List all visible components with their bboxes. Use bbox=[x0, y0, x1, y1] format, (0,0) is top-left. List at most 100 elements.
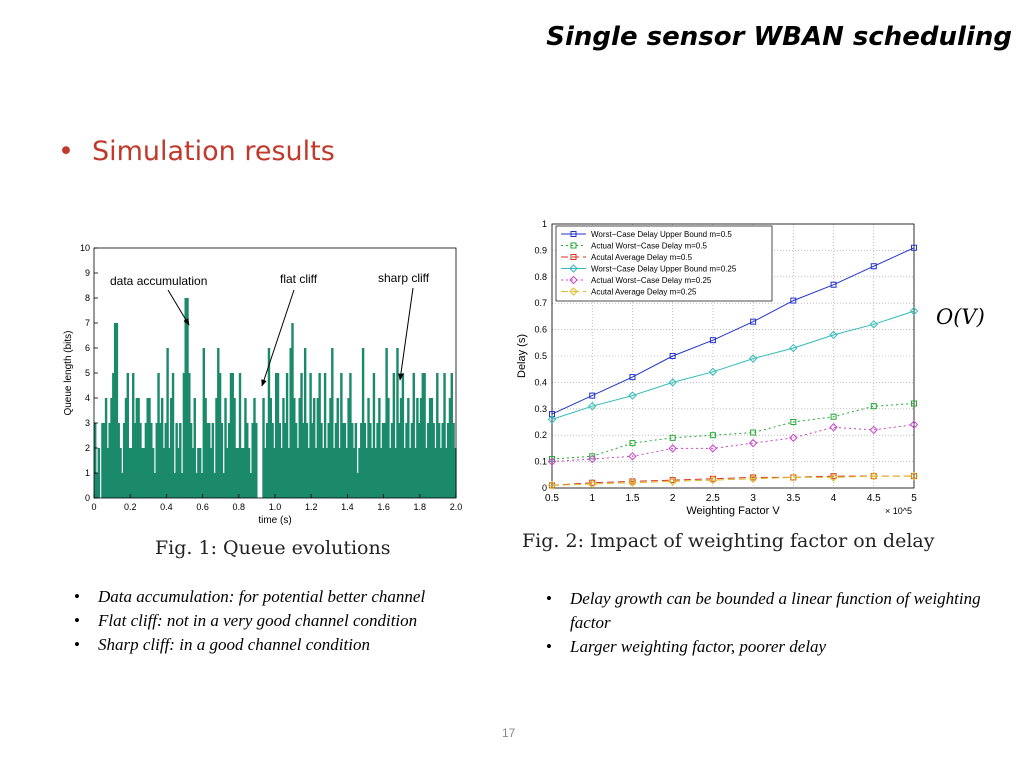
main-bullet: • Simulation results bbox=[58, 136, 335, 167]
queue-bar bbox=[151, 448, 155, 498]
note-item: • Delay growth can be bounded a linear fu… bbox=[538, 587, 988, 635]
data-point bbox=[829, 423, 838, 432]
queue-bar bbox=[249, 473, 253, 498]
data-point bbox=[629, 440, 636, 447]
queue-bar bbox=[398, 423, 401, 498]
queue-bar bbox=[208, 423, 211, 498]
queue-bar bbox=[117, 423, 120, 498]
x-tick-label: 1.2 bbox=[305, 502, 318, 512]
queue-bar bbox=[189, 423, 193, 498]
queue-bar bbox=[410, 423, 414, 498]
queue-bar bbox=[374, 448, 377, 498]
note-text: Sharp cliff: in a good channel condition bbox=[98, 635, 370, 654]
fig2-plot-frame bbox=[551, 223, 915, 489]
queue-bar bbox=[197, 448, 200, 498]
legend-box bbox=[555, 225, 773, 302]
series-group bbox=[547, 306, 919, 424]
queue-bar bbox=[157, 373, 160, 498]
queue-bar bbox=[365, 448, 368, 498]
data-point bbox=[750, 429, 757, 436]
queue-bar bbox=[298, 398, 301, 498]
series-group bbox=[547, 471, 919, 490]
series-group bbox=[547, 420, 919, 466]
queue-bar bbox=[224, 398, 227, 498]
queue-bar bbox=[215, 398, 218, 498]
y-tick-label: 0.8 bbox=[534, 272, 547, 282]
y-tick-label: 0.5 bbox=[534, 351, 547, 361]
data-point bbox=[909, 420, 919, 429]
queue-bar bbox=[213, 473, 216, 498]
legend-marker bbox=[570, 231, 577, 237]
queue-bar bbox=[370, 448, 374, 498]
queue-bar bbox=[369, 423, 372, 498]
data-point bbox=[588, 454, 597, 464]
annotation-bg bbox=[108, 274, 225, 288]
queue-bar bbox=[347, 398, 350, 498]
delay-vs-weight-chart: 0.5 1 1.5 2 2.5 3 3.5 4 4.5 5 0 0.1 0.2 0.3 0.4 0.5 0.6 0… bbox=[516, 219, 919, 517]
queue-bar bbox=[443, 373, 446, 498]
x-tick-label: 2 bbox=[670, 493, 676, 504]
fig2-caption: Fig. 2: Impact of weighting factor on de… bbox=[522, 530, 935, 552]
fig1-caption: Fig. 1: Queue evolutions bbox=[155, 537, 391, 559]
queue-bar bbox=[209, 448, 213, 498]
queue-bar bbox=[341, 423, 345, 498]
x-tick-label: 0 bbox=[91, 502, 96, 512]
queue-bar bbox=[110, 398, 113, 498]
queue-bar bbox=[222, 473, 225, 498]
queue-bar bbox=[148, 398, 151, 498]
queue-bar bbox=[401, 373, 405, 498]
queue-bar bbox=[242, 448, 245, 498]
queue-bar bbox=[273, 448, 276, 498]
legend-label: Actual Worst−Case Delay m=0.5 bbox=[591, 242, 707, 251]
note-text: Data accumulation: for potential better … bbox=[98, 587, 426, 606]
queue-bar bbox=[343, 423, 347, 498]
queue-bar bbox=[150, 423, 153, 498]
data-point bbox=[909, 471, 919, 481]
series-group bbox=[549, 244, 917, 418]
queue-bar bbox=[437, 423, 441, 498]
queue-bar bbox=[101, 423, 104, 498]
y-tick-label: 0.6 bbox=[534, 325, 547, 335]
data-point bbox=[669, 434, 676, 441]
note-item: • Data accumulation: for potential better… bbox=[66, 585, 536, 609]
slide-title: Single sensor WBAN scheduling bbox=[546, 22, 1012, 52]
queue-bar bbox=[253, 398, 256, 498]
data-point bbox=[830, 413, 837, 420]
queue-bar bbox=[403, 448, 406, 498]
queue-bar bbox=[300, 373, 303, 498]
queue-bar bbox=[262, 398, 265, 498]
queue-bar bbox=[186, 298, 189, 498]
queue-bar bbox=[352, 448, 356, 498]
ov-label: O(V) bbox=[936, 305, 985, 329]
queue-bar bbox=[240, 448, 244, 498]
queue-bar bbox=[124, 398, 128, 498]
queue-bar bbox=[200, 473, 204, 498]
queue-evolution-chart: 0 0.2 0.4 0.6 0.8 1.0 1.2 1.4 1.6 1.8 2.0 0 1 2 3 4 5 6 7 8… bbox=[63, 243, 462, 526]
queue-bar bbox=[425, 448, 428, 498]
queue-bar bbox=[432, 423, 435, 498]
queue-bar bbox=[220, 423, 224, 498]
queue-bar bbox=[115, 323, 119, 498]
queue-bar bbox=[361, 348, 365, 498]
queue-bar bbox=[265, 423, 269, 498]
queue-bar bbox=[430, 398, 434, 498]
note-item: • Sharp cliff: in a good channel conditio… bbox=[66, 633, 536, 657]
queue-bar bbox=[372, 373, 376, 498]
data-point bbox=[549, 411, 555, 418]
queue-bar bbox=[133, 423, 137, 498]
queue-bar bbox=[285, 373, 289, 498]
data-point bbox=[669, 353, 676, 359]
queue-bar bbox=[293, 398, 296, 498]
queue-bar bbox=[170, 398, 173, 498]
queue-bar bbox=[332, 448, 336, 498]
queue-bar bbox=[383, 423, 387, 498]
queue-bar bbox=[206, 423, 209, 498]
y-tick-label: 1 bbox=[542, 219, 547, 229]
fig2-legend: Worst−Case Delay Upper Bound m=0.5 Actual… bbox=[555, 225, 773, 302]
queue-bar bbox=[276, 373, 280, 498]
annotation-arrow bbox=[167, 289, 190, 326]
queue-bar bbox=[313, 398, 316, 498]
queue-bar bbox=[278, 423, 282, 498]
queue-bar bbox=[390, 423, 394, 498]
queue-bar bbox=[198, 448, 202, 498]
